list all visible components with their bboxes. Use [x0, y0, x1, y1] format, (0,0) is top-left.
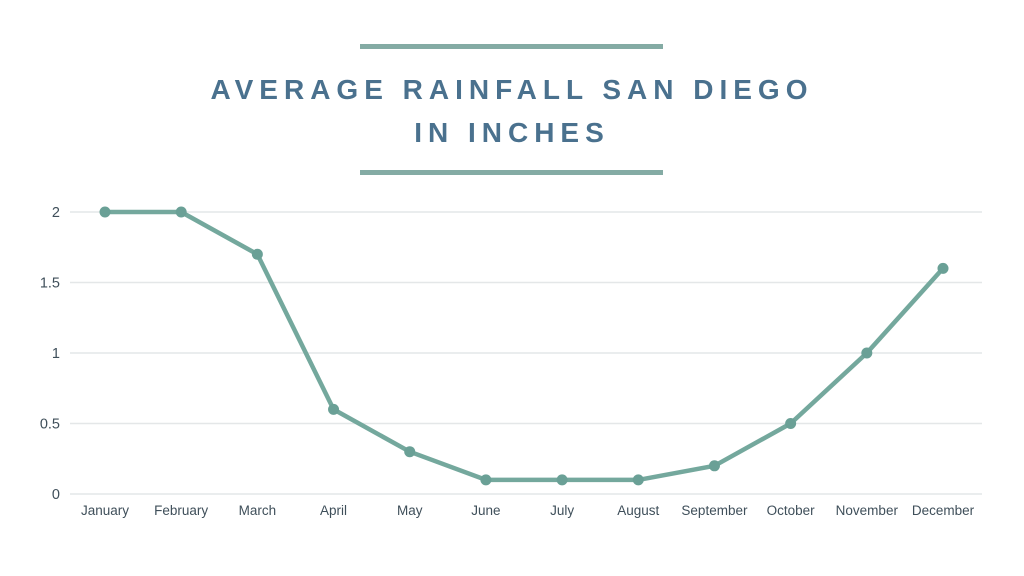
y-tick-label: 1.5	[40, 276, 60, 292]
y-tick-label: 2	[52, 205, 60, 221]
page-title-line1: AVERAGE RAINFALL SAN DIEGO	[210, 74, 814, 105]
page-title-line2: IN INCHES	[414, 117, 610, 148]
y-tick-label: 0.5	[40, 417, 60, 433]
x-tick-label: May	[397, 503, 423, 518]
data-point-august	[632, 474, 644, 486]
x-tick-label: November	[836, 503, 899, 518]
data-point-july	[556, 474, 568, 486]
data-point-may	[404, 446, 416, 458]
x-tick-label: June	[471, 503, 500, 518]
data-point-december	[937, 262, 949, 274]
rainfall-line	[102, 209, 946, 483]
title-rule-bottom	[360, 170, 663, 175]
data-point-january	[99, 206, 111, 218]
x-tick-label: January	[81, 503, 129, 518]
x-tick-label: September	[681, 503, 748, 518]
x-tick-label: October	[767, 503, 816, 518]
page-title: AVERAGE RAINFALL SAN DIEGO IN INCHES	[0, 68, 1024, 154]
data-point-october	[785, 418, 797, 429]
x-tick-label: December	[912, 503, 975, 518]
y-tick-label: 1	[52, 346, 60, 362]
data-point-february	[175, 206, 187, 218]
x-tick-label: August	[617, 503, 659, 518]
x-tick-label: July	[550, 503, 574, 518]
data-point-june	[480, 474, 492, 486]
data-point-november	[861, 347, 873, 359]
title-rule-top	[360, 44, 663, 49]
data-point-september	[708, 460, 720, 472]
x-tick-label: February	[154, 503, 208, 518]
data-point-april	[328, 403, 340, 415]
y-tick-label: 0	[52, 487, 60, 503]
x-tick-label: April	[320, 503, 347, 518]
data-point-march	[251, 248, 263, 260]
x-tick-label: March	[239, 503, 277, 518]
